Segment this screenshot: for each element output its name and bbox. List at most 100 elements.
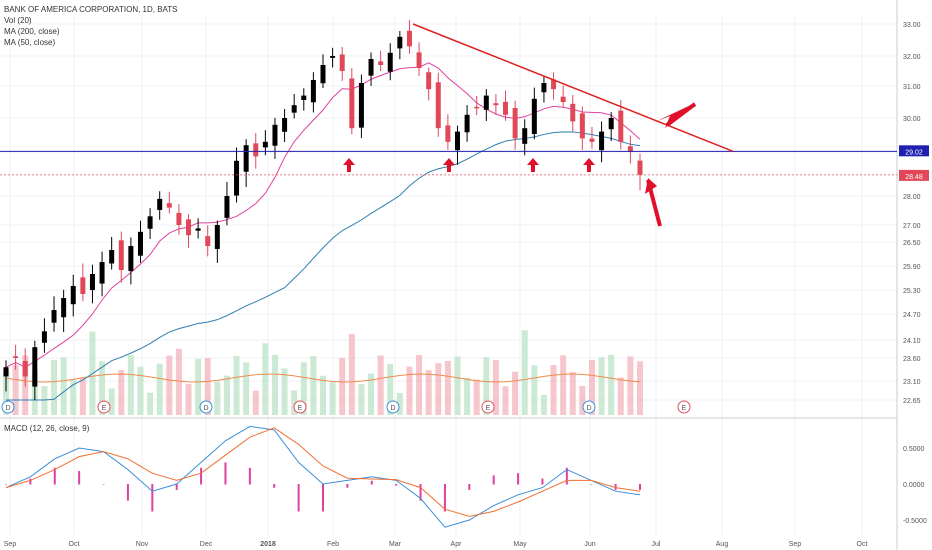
volume-bar-58	[560, 355, 567, 415]
macd-hist-9	[224, 462, 227, 485]
candle-body-33	[320, 65, 326, 84]
candlesticks	[3, 20, 643, 400]
macd-hist-10	[248, 467, 251, 485]
candle-body-19	[186, 219, 192, 236]
chart-legend: BANK OF AMERICA CORPORATION, 1D, BATS Vo…	[4, 4, 178, 48]
volume-bar-40	[387, 363, 394, 415]
marker-circle-7	[677, 400, 691, 414]
volume-bar-56	[540, 394, 547, 415]
y-tick-0: 33.00	[903, 22, 921, 29]
x-tick-1: Oct	[69, 541, 80, 548]
macd-hist-3	[78, 471, 81, 485]
marker-label-1: E	[102, 405, 107, 412]
candle-body-60	[579, 113, 585, 139]
candle-body-62	[599, 131, 605, 151]
volume-bar-20	[195, 358, 202, 415]
volume-bar-49	[473, 379, 480, 415]
volume-bar-28	[271, 355, 278, 415]
candle-body-12	[118, 240, 124, 270]
x-tick-6: Mar	[389, 541, 402, 548]
macd-hist-17	[419, 484, 422, 501]
candle-body-26	[253, 143, 259, 157]
candle-body-61	[589, 138, 595, 142]
support-trend-lines	[0, 23, 897, 176]
candle-body-44	[426, 72, 432, 90]
macd-y-tick-0: 0.5000	[903, 446, 925, 453]
macd-hist-8	[200, 467, 203, 485]
candle-body-50	[483, 95, 489, 110]
resistance-badge	[899, 145, 929, 157]
candle-body-42	[406, 30, 412, 47]
legend-ma50: MA (50, close)	[4, 38, 56, 47]
volume-bar-47	[454, 356, 461, 415]
volume-bar-25	[243, 362, 250, 415]
axes: 33.0032.0031.0030.0029.0028.0027.0026.50…	[4, 22, 929, 548]
candle-body-3	[32, 347, 38, 387]
volume-bar-11	[108, 388, 115, 415]
resistance-price-label: 29.02	[905, 149, 923, 156]
macd-hist-19	[468, 484, 471, 490]
volume-bar-61	[588, 359, 595, 415]
ma50-path	[5, 62, 641, 368]
volume-bar-33	[320, 375, 326, 415]
candle-body-55	[531, 98, 537, 134]
candle-body-59	[570, 103, 576, 122]
y-tick-10: 24.70	[903, 312, 921, 319]
marker-label-4: D	[390, 405, 395, 412]
volume-bar-16	[156, 363, 163, 415]
marker-label-0: D	[5, 405, 10, 412]
candle-body-51	[493, 103, 499, 106]
macd-hist-22	[541, 478, 544, 485]
y-tick-3: 30.00	[903, 116, 921, 123]
candle-body-14	[137, 231, 143, 256]
macd-hist-0	[5, 484, 7, 485]
candle-body-25	[243, 145, 249, 172]
marker-label-3: E	[298, 405, 303, 412]
volume-bar-53	[512, 371, 519, 415]
macd-hist-20	[492, 475, 495, 485]
x-tick-7: Apr	[451, 541, 463, 548]
candle-body-5	[51, 310, 57, 323]
volume-bar-42	[406, 366, 413, 415]
candle-body-30	[291, 105, 297, 113]
candle-body-11	[109, 250, 115, 264]
volume-bar-30	[291, 390, 298, 415]
candle-body-31	[301, 95, 307, 101]
trendline	[412, 23, 734, 153]
volume-bar-59	[569, 372, 576, 415]
macd-hist-24	[590, 484, 593, 485]
volume-bar-66	[637, 361, 643, 415]
chart-title: BANK OF AMERICA CORPORATION, 1D, BATS	[4, 5, 178, 14]
candle-body-28	[272, 124, 278, 146]
candle-body-64	[618, 110, 624, 142]
candle-body-56	[541, 83, 547, 93]
candle-body-0	[3, 367, 9, 377]
volume-bar-41	[396, 392, 403, 415]
y-tick-14: 22.65	[903, 398, 921, 405]
macd-hist-18	[443, 484, 446, 512]
x-tick-12: Sep	[789, 541, 802, 548]
marker-circle-3	[293, 400, 307, 414]
volume-ma-line	[5, 373, 641, 383]
volume-bar-24	[233, 355, 240, 415]
candle-body-39	[378, 61, 384, 65]
candle-body-36	[349, 78, 355, 129]
y-tick-6: 27.00	[903, 223, 921, 230]
volume-bar-32	[310, 356, 317, 415]
volume-bar-29	[281, 368, 288, 415]
volume-bar-34	[329, 381, 336, 415]
candle-body-66	[637, 160, 643, 175]
candle-body-21	[205, 236, 211, 246]
y-tick-5: 28.00	[903, 194, 921, 201]
macd-hist-16	[395, 484, 398, 486]
volume-bar-12	[118, 370, 125, 415]
macd-y-tick-1: 0.0000	[903, 482, 925, 489]
macd-hist-5	[126, 484, 129, 501]
x-tick-13: Oct	[857, 541, 868, 548]
volume-bar-39	[377, 355, 384, 415]
candle-body-15	[147, 216, 153, 229]
x-tick-8: May	[513, 541, 527, 548]
macd-hist-13	[322, 484, 324, 512]
macd-hist-7	[175, 484, 178, 490]
